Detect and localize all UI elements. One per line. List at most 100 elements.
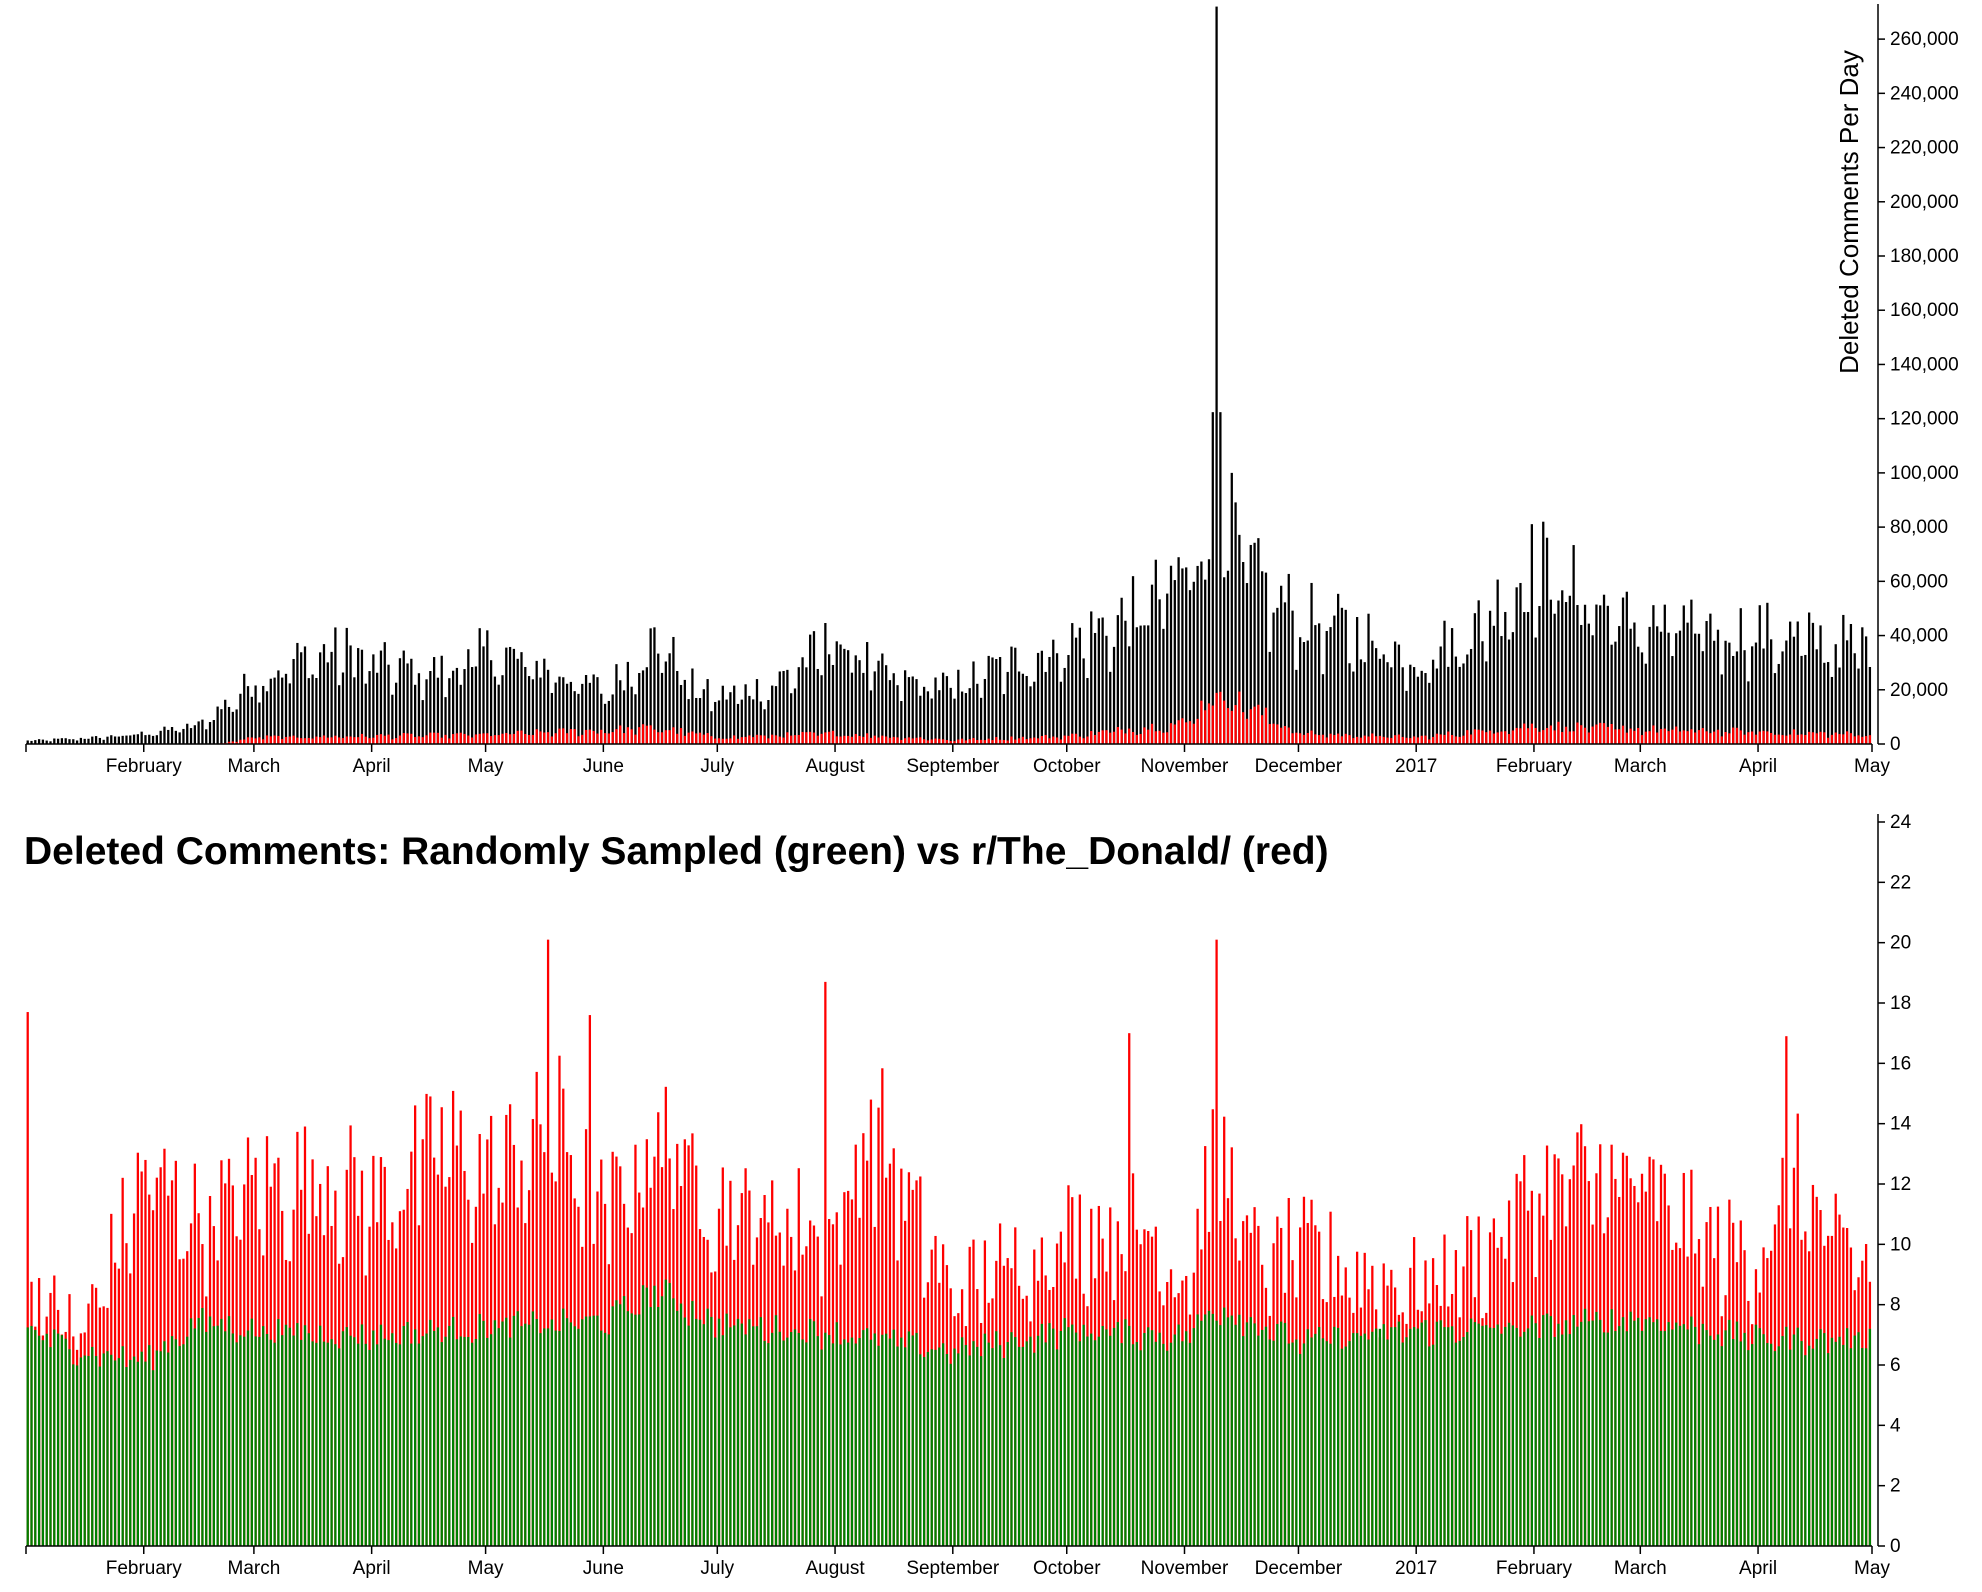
c1-bar-s1-d1 <box>30 740 33 744</box>
c1-bar-s2-d154 <box>611 732 614 744</box>
c1-bar-s2-d284 <box>1105 730 1108 744</box>
c1-bar-s2-d469 <box>1808 731 1811 744</box>
c1-bar-s2-d280 <box>1090 731 1093 744</box>
c1-bar-s2-d182 <box>717 738 721 744</box>
c1-bar-s2-d435 <box>1678 731 1682 744</box>
c2-bar-s2-d103 <box>417 1343 421 1546</box>
c1-bar-s1-d53 <box>227 706 231 744</box>
c1-bar-s1-d243 <box>949 687 952 744</box>
c1-bar-s2-d181 <box>714 738 717 744</box>
c1-bar-s2-d217 <box>850 736 854 744</box>
c2-bar-s2-d223 <box>873 1333 876 1546</box>
c2-bar-s2-d71 <box>296 1323 299 1546</box>
c1-bar-s1-d6 <box>49 741 52 744</box>
c2-bar-s2-d32 <box>148 1345 151 1546</box>
c2-bar-s2-d349 <box>1352 1333 1355 1546</box>
c1-bar-s2-d121 <box>486 733 489 744</box>
c1-x-tick-label: November <box>1141 756 1229 777</box>
c2-bar-s2-d77 <box>319 1325 322 1546</box>
c1-bar-s2-d85 <box>349 736 352 744</box>
c1-bar-s2-d232 <box>907 737 911 744</box>
c1-bar-s2-d112 <box>451 734 455 744</box>
c1-bar-s2-d189 <box>744 736 747 744</box>
c1-bar-s2-d222 <box>869 737 873 744</box>
c2-bar-s2-d418 <box>1614 1331 1617 1546</box>
c1-bar-s1-d109 <box>440 655 443 744</box>
c1-bar-s1-d463 <box>1785 640 1788 744</box>
c1-bar-s1-d372 <box>1439 646 1442 744</box>
c2-bar-s2-d151 <box>600 1330 603 1546</box>
c1-bar-s1-d187 <box>736 703 740 744</box>
c1-bar-s2-d89 <box>364 736 367 744</box>
c1-bar-s2-d130 <box>520 730 523 744</box>
c2-x-tick-label: February <box>106 1558 183 1579</box>
c1-bar-s2-d470 <box>1811 732 1815 744</box>
c1-bar-s2-d74 <box>307 737 310 744</box>
c2-bar-s2-d157 <box>622 1296 626 1546</box>
c1-bar-s2-d419 <box>1618 729 1621 744</box>
c2-bar-s2-d395 <box>1526 1328 1530 1546</box>
c2-bar-s2-d367 <box>1420 1322 1423 1546</box>
c1-bar-s1-d157 <box>622 690 626 744</box>
c1-y-tick-label: 140,000 <box>1890 354 1959 375</box>
c1-bar-s2-d228 <box>892 736 895 744</box>
c2-bar-s2-d274 <box>1067 1327 1070 1546</box>
c2-x-tick-label: May <box>468 1558 504 1579</box>
c2-bar-s2-d149 <box>592 1315 595 1546</box>
c1-bar-s1-d303 <box>1177 557 1180 744</box>
c1-bar-s2-d333 <box>1291 733 1294 744</box>
c1-bar-s1-d319 <box>1238 534 1241 744</box>
c1-bar-s2-d254 <box>991 740 994 744</box>
c1-bar-s1-d166 <box>657 653 660 744</box>
c1-bar-s2-d240 <box>938 738 941 744</box>
c1-bar-s1-d194 <box>763 709 766 744</box>
c1-bar-s1-d457 <box>1762 648 1765 744</box>
c1-bar-s2-d62 <box>262 739 265 744</box>
c2-bar-s2-d406 <box>1568 1334 1571 1546</box>
c1-bar-s2-d414 <box>1599 722 1602 744</box>
c2-bar-s2-d272 <box>1059 1330 1062 1546</box>
c1-bar-s2-d168 <box>664 730 667 744</box>
c1-bar-s2-d120 <box>482 733 485 744</box>
c1-bar-s2-d277 <box>1078 736 1081 744</box>
c1-bar-s2-d400 <box>1545 727 1549 744</box>
c1-bar-s1-d338 <box>1310 582 1313 744</box>
c2-bar-s2-d263 <box>1025 1341 1028 1546</box>
c1-bar-s2-d426 <box>1644 731 1647 744</box>
c1-bar-s2-d384 <box>1485 732 1488 744</box>
c1-bar-s1-d152 <box>603 703 607 744</box>
c2-bar-s2-d252 <box>983 1333 987 1546</box>
c2-bar-s2-d131 <box>524 1323 527 1546</box>
c2-bar-s2-d136 <box>543 1328 546 1546</box>
c1-bar-s2-d218 <box>854 733 857 744</box>
c1-bar-s2-d95 <box>387 734 390 744</box>
c2-bar-s2-d392 <box>1515 1327 1518 1546</box>
c1-bar-s2-d185 <box>729 738 732 744</box>
c2-bar-s2-d412 <box>1591 1320 1594 1546</box>
c1-bar-s2-d73 <box>303 738 307 744</box>
c1-bar-s1-d253 <box>987 655 990 744</box>
c1-bar-s1-d61 <box>258 702 261 744</box>
c1-bar-s1-d200 <box>786 669 789 744</box>
c2-bar-s2-d206 <box>809 1319 812 1546</box>
c1-bar-s1-d245 <box>957 669 960 744</box>
c2-bar-s2-d185 <box>729 1327 732 1546</box>
c2-bar-s2-d63 <box>265 1333 269 1546</box>
c2-bar-s2-d467 <box>1800 1341 1803 1546</box>
c1-bar-s2-d444 <box>1713 731 1716 744</box>
c1-bar-s1-d448 <box>1728 642 1731 744</box>
c1-bar-s1-d442 <box>1705 621 1708 744</box>
c2-bar-s2-d11 <box>68 1349 71 1546</box>
c1-bar-s1-d318 <box>1234 502 1237 744</box>
c2-bar-s2-d85 <box>349 1335 352 1546</box>
c1-bar-s2-d94 <box>383 735 386 744</box>
c1-bar-s1-d475 <box>1830 676 1834 744</box>
c1-bar-s2-d231 <box>903 738 907 744</box>
c1-bar-s1-d176 <box>695 697 698 744</box>
c2-bar-s2-d124 <box>497 1328 500 1546</box>
c1-bar-s2-d87 <box>357 737 360 744</box>
c1-bar-s1-d189 <box>744 684 747 744</box>
c2-bar-s2-d394 <box>1523 1331 1526 1546</box>
c2-bar-s2-d304 <box>1181 1341 1184 1546</box>
